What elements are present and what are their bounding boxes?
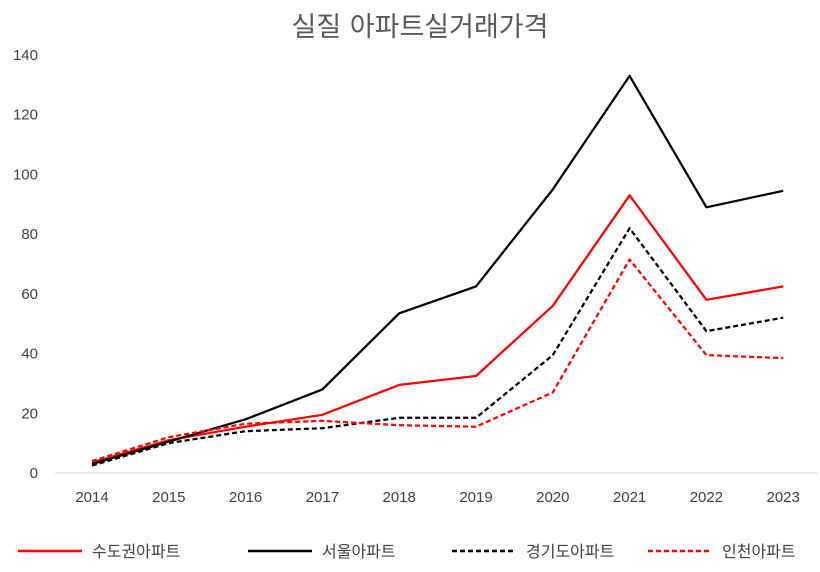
legend-label: 인천아파트 bbox=[722, 542, 796, 561]
y-tick-label: 60 bbox=[21, 286, 38, 303]
x-tick-label: 2020 bbox=[536, 489, 569, 506]
x-axis-ticks: 2014 2015 2016 2017 2018 2019 2020 2021 2022 2023 bbox=[75, 489, 800, 506]
legend-label: 경기도아파트 bbox=[526, 542, 614, 561]
y-tick-label: 100 bbox=[13, 166, 38, 183]
legend: 수도권아파트 서울아파트 경기도아파트 인천아파트 bbox=[18, 542, 796, 561]
y-tick-label: 0 bbox=[30, 465, 38, 482]
y-tick-label: 80 bbox=[21, 226, 38, 243]
x-tick-label: 2022 bbox=[690, 489, 723, 506]
series-line-1 bbox=[91, 194, 784, 464]
x-tick-label: 2021 bbox=[613, 489, 646, 506]
y-tick-label: 140 bbox=[13, 47, 38, 64]
series-lines bbox=[91, 74, 784, 467]
series-line-4 bbox=[91, 258, 784, 463]
legend-label: 서울아파트 bbox=[322, 542, 396, 561]
x-tick-label: 2015 bbox=[152, 489, 185, 506]
x-tick-label: 2019 bbox=[459, 489, 492, 506]
chart-title: 실질 아파트실거래가격 bbox=[292, 12, 549, 43]
y-tick-label: 20 bbox=[21, 405, 38, 422]
series-line-3 bbox=[91, 227, 784, 467]
x-tick-label: 2018 bbox=[383, 489, 416, 506]
x-tick-label: 2016 bbox=[229, 489, 262, 506]
legend-label: 수도권아파트 bbox=[92, 542, 180, 561]
x-tick-label: 2023 bbox=[767, 489, 800, 506]
x-tick-label: 2017 bbox=[306, 489, 339, 506]
y-tick-label: 120 bbox=[13, 107, 38, 124]
y-axis-ticks: 0 20 40 60 80 100 120 140 bbox=[13, 47, 38, 482]
x-tick-label: 2014 bbox=[75, 489, 108, 506]
y-tick-label: 40 bbox=[21, 346, 38, 363]
series-line-2 bbox=[91, 74, 784, 466]
